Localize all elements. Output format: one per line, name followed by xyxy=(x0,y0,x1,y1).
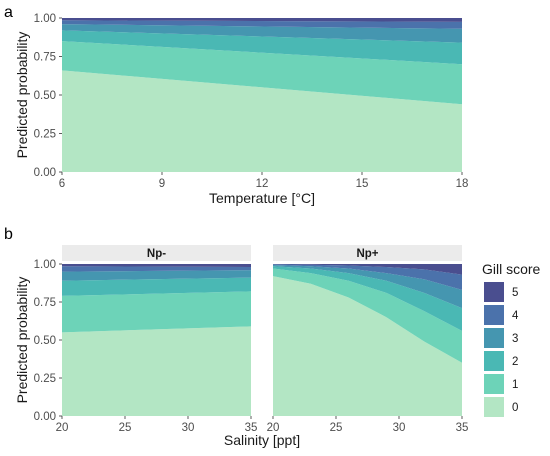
x-axis-title-a: Temperature [°C] xyxy=(209,190,315,206)
x-tick-label-b-np-minus-3: 35 xyxy=(245,422,258,434)
area-band-a-score-2 xyxy=(62,30,462,65)
legend-label-score-3: 3 xyxy=(512,333,518,345)
legend-swatch-score-0 xyxy=(484,397,504,417)
y-tick-label-b-np-minus-3: 0.75 xyxy=(34,297,56,309)
legend-swatch-score-5 xyxy=(484,282,504,302)
y-tick-label-a-2: 0.50 xyxy=(34,90,56,102)
facet-strip-np-minus xyxy=(62,245,251,261)
x-tick-label-a-4: 18 xyxy=(456,178,469,190)
area-band-a-score-0 xyxy=(62,70,462,172)
y-tick-label-b-np-minus-4: 1.00 xyxy=(34,259,56,271)
y-tick-label-a-3: 0.75 xyxy=(34,52,56,64)
area-band-b-np-minus-score-3 xyxy=(62,270,251,281)
area-band-b-np-plus-score-2 xyxy=(273,266,462,331)
area-band-b-np-plus-score-5 xyxy=(273,264,462,275)
area-band-a-score-4 xyxy=(62,20,462,29)
legend-label-score-2: 2 xyxy=(512,356,518,368)
area-band-b-np-minus-score-0 xyxy=(62,326,251,416)
x-tick-label-a-3: 15 xyxy=(356,178,369,190)
panel-letter-b: b xyxy=(4,226,13,243)
panel-letter-a: a xyxy=(4,4,13,21)
y-tick-label-a-4: 1.00 xyxy=(34,13,56,25)
x-tick-label-b-np-minus-0: 20 xyxy=(56,422,69,434)
area-band-a-score-1 xyxy=(62,41,462,105)
area-band-b-np-plus-score-0 xyxy=(273,276,462,416)
legend: Gill score 5 4 3 2 1 0 xyxy=(482,261,541,417)
area-band-b-np-minus-score-1 xyxy=(62,291,251,333)
legend-label-score-4: 4 xyxy=(512,310,519,322)
x-tick-label-a-1: 9 xyxy=(159,178,165,190)
legend-swatch-score-2 xyxy=(484,351,504,371)
facet-label-np-plus: Np+ xyxy=(356,248,378,260)
x-tick-label-a-0: 6 xyxy=(59,178,65,190)
y-tick-label-b-np-minus-1: 0.25 xyxy=(34,373,56,385)
area-band-b-np-minus-score-4 xyxy=(62,266,251,272)
x-tick-label-b-np-plus-3: 35 xyxy=(456,422,469,434)
legend-label-score-1: 1 xyxy=(512,379,518,391)
y-tick-label-b-np-minus-0: 0.00 xyxy=(34,411,56,423)
area-band-b-np-minus-score-2 xyxy=(62,277,251,296)
facet-strip-np-plus xyxy=(273,245,462,261)
y-tick-label-a-1: 0.25 xyxy=(34,129,56,141)
area-band-a-score-3 xyxy=(62,24,462,43)
y-tick-label-a-0: 0.00 xyxy=(34,167,56,179)
y-axis-title-b: Predicted probability xyxy=(14,277,30,404)
legend-swatch-score-1 xyxy=(484,374,504,394)
area-band-b-np-minus-score-5 xyxy=(62,264,251,268)
chart-panel-a: 6 9 12 15 18 0.00 0.25 0.50 0.75 1.00 Temperatur… xyxy=(14,13,468,206)
x-tick-label-b-np-plus-1: 25 xyxy=(330,422,343,434)
facet-label-np-minus: Np- xyxy=(147,248,166,260)
x-tick-label-a-2: 12 xyxy=(256,178,269,190)
chart-panel-b: Np- Np+ 20 25 30 35 20 25 30 35 0.00 0.25 0.50 0.… xyxy=(14,245,468,448)
y-tick-label-b-np-minus-2: 0.50 xyxy=(34,335,56,347)
x-tick-label-b-np-minus-1: 25 xyxy=(119,422,132,434)
legend-title: Gill score xyxy=(482,261,541,277)
x-tick-label-b-np-minus-2: 30 xyxy=(182,422,195,434)
area-band-b-np-plus-score-3 xyxy=(273,265,462,309)
legend-swatch-score-3 xyxy=(484,328,504,348)
legend-label-score-5: 5 xyxy=(512,287,518,299)
legend-swatch-score-4 xyxy=(484,305,504,325)
area-band-b-np-plus-score-4 xyxy=(273,264,462,290)
area-band-b-np-plus-score-1 xyxy=(273,268,462,363)
x-tick-label-b-np-plus-0: 20 xyxy=(267,422,280,434)
area-band-a-score-5 xyxy=(62,18,462,22)
y-axis-title-a: Predicted probability xyxy=(14,32,30,159)
x-axis-title-b: Salinity [ppt] xyxy=(224,432,300,448)
legend-label-score-0: 0 xyxy=(512,402,518,414)
x-tick-label-b-np-plus-2: 30 xyxy=(393,422,406,434)
